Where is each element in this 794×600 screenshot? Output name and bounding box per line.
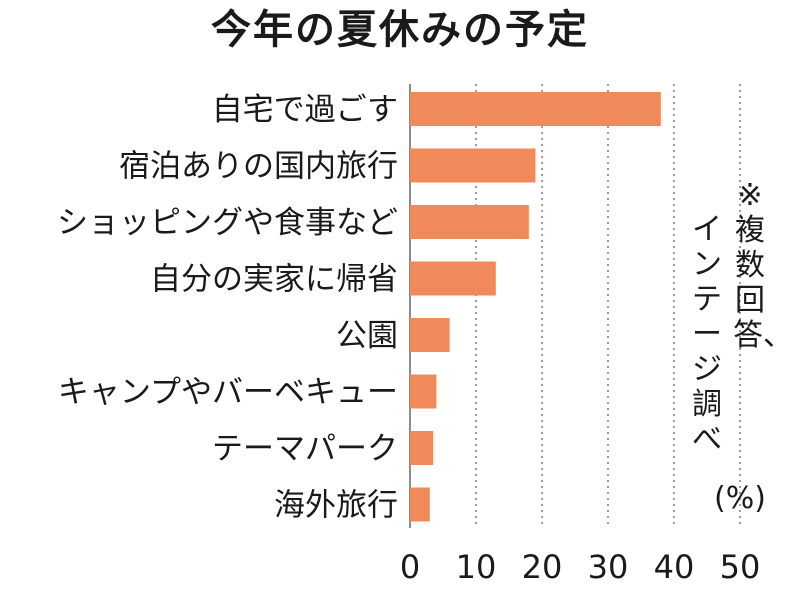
x-tick-label: 10 [456,548,497,586]
bar [410,318,450,352]
bar [410,261,496,296]
category-label: 自分の実家に帰省 [150,262,398,298]
bar [410,148,536,183]
x-tick-label: 50 [720,548,761,586]
unit-label: (%) [714,481,766,516]
bar [410,431,434,465]
chart-title: 今年の夏休みの予定 [211,7,589,53]
category-labels: 自宅で過ごす宿泊ありの国内旅行ショッピングや食事など自分の実家に帰省公園キャンプ… [57,92,398,524]
category-label: 自宅で過ごす [212,92,398,128]
category-label: ショッピングや食事など [57,205,398,241]
x-tick-label: 30 [588,548,629,586]
note-source: インテージ調べ [692,212,722,457]
x-tick-labels: 0 10 20 30 40 50 [400,548,761,586]
bar [410,205,529,239]
category-label: テーマパーク [212,431,398,467]
note-multiple-answers: ※複数回答、 [733,178,793,353]
bar [410,92,661,126]
x-tick-label: 20 [522,548,563,586]
bar [410,374,437,409]
category-label: 海外旅行 [274,488,398,524]
bar [410,487,430,522]
category-label: 公園 [336,318,398,354]
x-tick-label: 40 [654,548,695,586]
x-tick-label: 0 [400,548,420,586]
category-label: 宿泊ありの国内旅行 [119,149,398,185]
category-label: キャンプやバーベキュー [58,375,398,411]
bars [410,92,661,522]
